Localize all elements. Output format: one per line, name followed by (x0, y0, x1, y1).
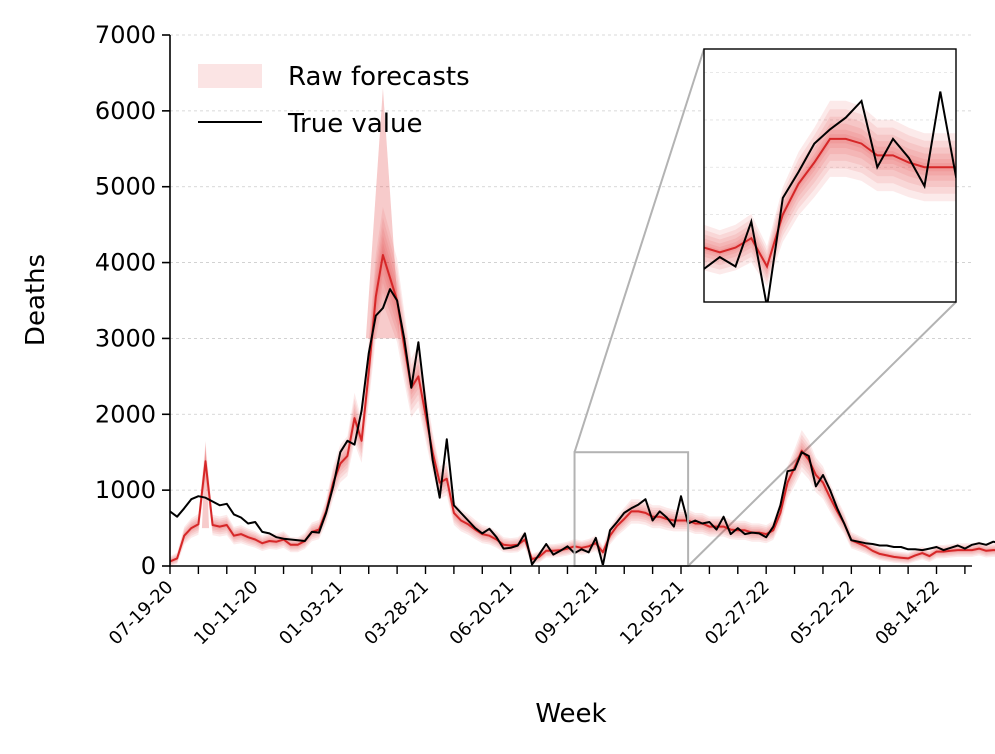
inset-raw-forecasts-line (704, 137, 956, 270)
x-tick-label: 07-19-20 (105, 577, 178, 650)
forecast-band-layer (170, 243, 995, 563)
forecast-peak-band (365, 88, 400, 339)
inset-forecast-band-layer (704, 100, 956, 287)
true-value-line (169, 288, 995, 567)
inset-series-lines (704, 91, 956, 302)
x-tick-label: 08-14-22 (871, 577, 944, 650)
inset-true-value-line (704, 91, 956, 302)
legend: Raw forecasts True value (198, 62, 470, 139)
y-tick-label: 4000 (95, 249, 156, 277)
y-tick-label: 6000 (95, 97, 156, 125)
x-tick-label: 12-05-21 (616, 577, 689, 650)
y-tick-label: 0 (141, 552, 156, 580)
x-axis-label: Week (535, 699, 606, 729)
axes (169, 35, 972, 567)
legend-label-raw-forecasts: Raw forecasts (288, 62, 470, 92)
x-tick-label: 02-27-22 (701, 577, 774, 650)
y-ticks: 0 1000 2000 3000 4000 5000 6000 7000 (95, 21, 170, 580)
inset-connector-right (687, 301, 957, 567)
inset-forecast-band-layer (704, 116, 956, 279)
x-tick-label: 01-03-21 (275, 577, 348, 650)
inset-forecast-band-layer (704, 123, 956, 275)
series-lines (169, 254, 995, 567)
inset-connector-left (573, 48, 705, 453)
y-tick-label: 2000 (95, 400, 156, 428)
y-tick-label: 7000 (95, 21, 156, 49)
legend-swatch-raw-forecasts (198, 64, 262, 88)
y-tick-label: 5000 (95, 173, 156, 201)
inset-background (704, 49, 956, 302)
x-tick-label: 05-22-22 (786, 577, 859, 650)
forecast-spike-band (201, 440, 210, 529)
inset-chart (703, 48, 957, 303)
legend-label-true-value: True value (287, 109, 423, 139)
x-ticks: 07-19-20 10-11-20 01-03-21 03-28-21 06-20-21… (105, 566, 966, 650)
x-tick-label: 09-12-21 (531, 577, 604, 650)
y-axis-label: Deaths (21, 254, 51, 346)
inset-border (703, 48, 957, 303)
x-tick-label: 10-11-20 (190, 577, 263, 650)
inset-forecast-band-layer (704, 109, 956, 283)
x-tick-label: 06-20-21 (446, 577, 519, 650)
inset-connectors (573, 48, 957, 567)
y-tick-label: 1000 (95, 476, 156, 504)
inset-forecast-band (704, 100, 956, 287)
y-tick-label: 3000 (95, 324, 156, 352)
x-tick-label: 03-28-21 (360, 577, 433, 650)
